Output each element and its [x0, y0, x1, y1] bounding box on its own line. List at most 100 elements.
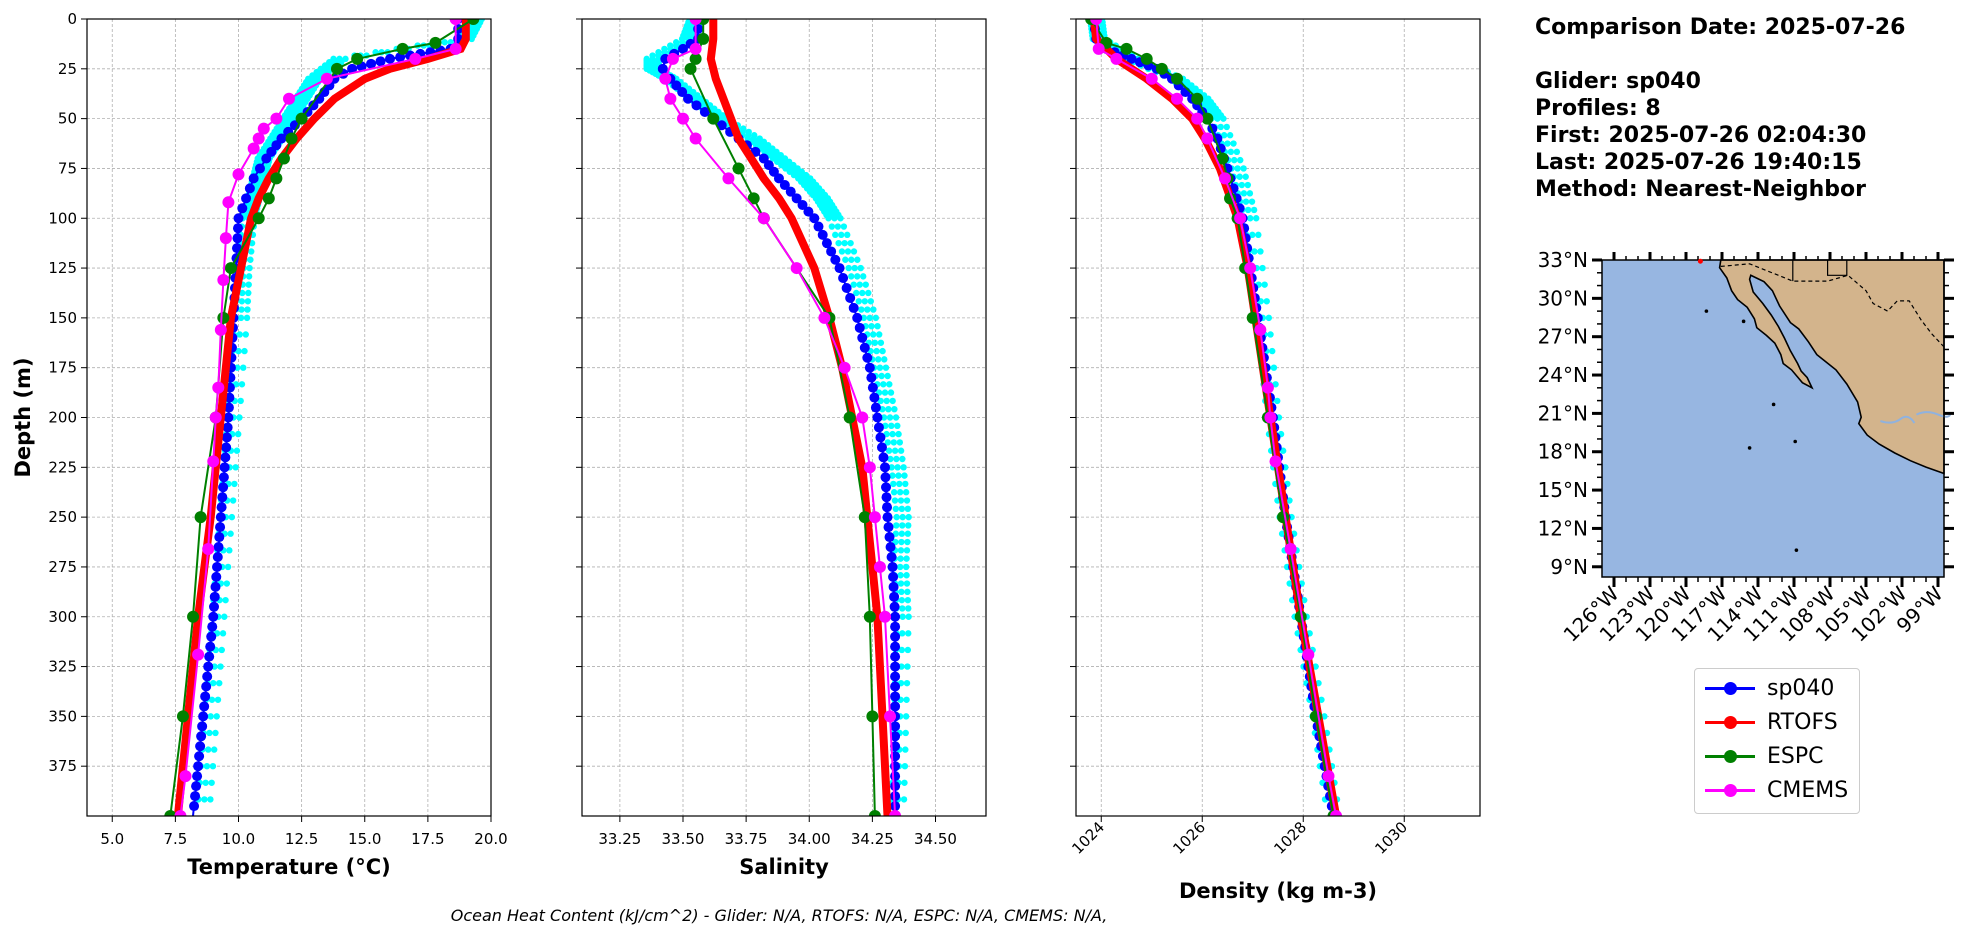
data-point	[226, 547, 233, 554]
data-point	[898, 588, 905, 596]
data-point	[220, 452, 231, 463]
data-point	[1270, 364, 1278, 371]
data-point	[351, 52, 364, 65]
data-point	[236, 414, 243, 421]
data-point	[200, 691, 211, 702]
data-point	[843, 411, 856, 424]
island	[1794, 548, 1799, 552]
data-point	[385, 53, 395, 64]
data-point	[212, 561, 223, 572]
data-point	[857, 332, 868, 343]
data-point	[872, 314, 880, 322]
data-point	[1244, 206, 1252, 214]
data-point	[1253, 215, 1260, 222]
data-point	[896, 489, 904, 496]
y-tick-label: 125	[48, 259, 77, 277]
data-point	[858, 511, 871, 524]
data-point	[244, 183, 255, 194]
data-point	[190, 791, 201, 802]
data-point	[1126, 53, 1137, 64]
data-point	[851, 264, 858, 272]
series-group	[1085, 19, 1343, 816]
data-point	[841, 282, 852, 293]
legend-label: sp040	[1767, 675, 1835, 701]
y-tick-label: 175	[48, 359, 77, 377]
data-point	[890, 731, 901, 742]
data-point	[1269, 455, 1282, 468]
series-group	[643, 19, 912, 816]
data-point	[838, 248, 846, 255]
lat-label: 27°N	[1538, 325, 1588, 349]
data-point	[409, 52, 422, 65]
data-point	[689, 42, 702, 55]
y-tick-label: 300	[48, 608, 77, 626]
data-point	[1284, 543, 1297, 556]
data-point	[830, 254, 841, 265]
data-point	[199, 701, 210, 712]
x-tick-label: 33.75	[725, 830, 768, 848]
data-point	[817, 229, 828, 240]
data-point	[880, 462, 890, 473]
data-point	[216, 679, 223, 687]
data-point	[207, 455, 220, 468]
data-point	[212, 551, 223, 562]
data-point	[1318, 696, 1325, 703]
data-point	[244, 298, 252, 305]
y-tick-label: 350	[48, 707, 77, 725]
data-point	[1240, 190, 1248, 197]
data-point	[850, 248, 858, 255]
data-point	[871, 339, 879, 346]
data-point	[873, 347, 880, 355]
data-point	[261, 153, 272, 164]
x-tick-label: 5.0	[100, 830, 124, 848]
lake	[1880, 415, 1916, 424]
x-tick-label: 1028	[1270, 818, 1310, 858]
data-point	[320, 72, 333, 85]
data-point	[254, 163, 265, 174]
data-point	[878, 452, 889, 463]
data-point	[347, 63, 358, 74]
data-point	[657, 63, 668, 74]
data-point	[689, 19, 702, 25]
data-point	[270, 172, 283, 185]
chart-legend: sp040 RTOFS ESPC CMEMS	[1694, 668, 1860, 814]
data-point	[214, 323, 227, 336]
x-tick-label: 33.50	[662, 830, 705, 848]
data-point	[818, 311, 831, 324]
y-tick-label: 25	[58, 60, 77, 78]
data-point	[875, 432, 886, 443]
y-tick-label: 75	[58, 159, 77, 177]
data-point	[854, 256, 861, 263]
data-point	[890, 651, 901, 662]
data-point	[1234, 165, 1241, 172]
data-point	[238, 298, 246, 305]
profile-panel: 1024 1026 1028 1030 Density (kg m-3)	[1068, 18, 1481, 903]
data-point	[229, 497, 237, 504]
data-point	[223, 402, 234, 413]
data-point	[903, 580, 911, 587]
data-point	[242, 331, 249, 338]
data-point	[246, 264, 253, 272]
data-point	[876, 364, 884, 371]
data-point	[1234, 212, 1247, 225]
data-point	[856, 411, 869, 424]
data-point	[468, 35, 475, 43]
data-point	[773, 173, 784, 184]
data-point	[467, 19, 480, 25]
data-point	[238, 381, 246, 388]
data-point	[898, 505, 906, 513]
data-point	[891, 497, 899, 504]
data-point	[1267, 331, 1274, 338]
data-point	[905, 522, 912, 529]
data-point	[859, 289, 866, 297]
data-point	[689, 52, 702, 65]
data-point	[757, 212, 770, 225]
x-tick-label: 33.25	[598, 830, 641, 848]
data-point	[243, 314, 251, 322]
data-point	[449, 19, 462, 25]
data-point	[208, 611, 219, 622]
data-point	[869, 392, 880, 403]
data-point	[876, 331, 883, 338]
data-point	[884, 710, 897, 723]
state-border	[1827, 260, 1848, 276]
